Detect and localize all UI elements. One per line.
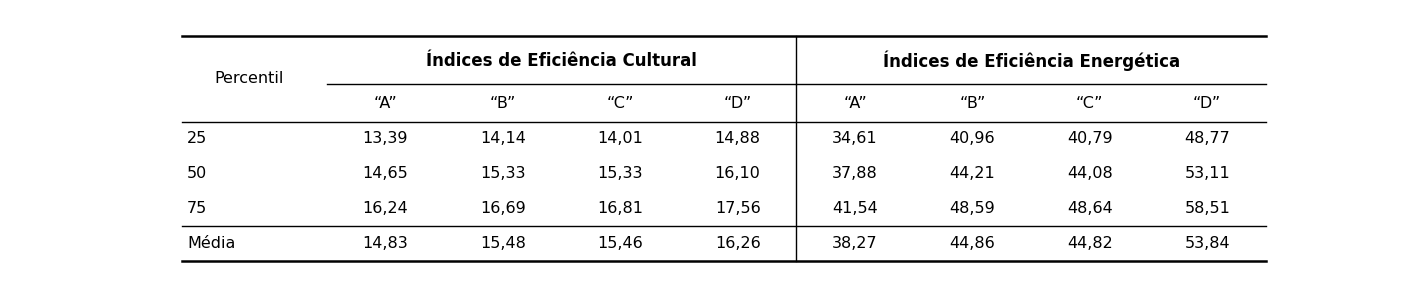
Text: 14,83: 14,83 bbox=[362, 236, 409, 251]
Text: Média: Média bbox=[187, 236, 235, 251]
Text: 75: 75 bbox=[187, 201, 207, 216]
Text: 14,14: 14,14 bbox=[480, 131, 526, 146]
Text: Percentil: Percentil bbox=[214, 71, 283, 86]
Text: 16,26: 16,26 bbox=[714, 236, 761, 251]
Text: 40,79: 40,79 bbox=[1067, 131, 1113, 146]
Text: 34,61: 34,61 bbox=[833, 131, 878, 146]
Text: “B”: “B” bbox=[960, 96, 986, 111]
Text: 15,48: 15,48 bbox=[480, 236, 526, 251]
Text: Índices de Eficiência Cultural: Índices de Eficiência Cultural bbox=[426, 52, 697, 70]
Text: 16,81: 16,81 bbox=[597, 201, 644, 216]
Text: 44,08: 44,08 bbox=[1067, 166, 1113, 181]
Text: 15,33: 15,33 bbox=[480, 166, 526, 181]
Text: 48,64: 48,64 bbox=[1067, 201, 1113, 216]
Text: 53,11: 53,11 bbox=[1185, 166, 1230, 181]
Text: 37,88: 37,88 bbox=[833, 166, 878, 181]
Text: 16,24: 16,24 bbox=[362, 201, 409, 216]
Text: “D”: “D” bbox=[723, 96, 752, 111]
Text: 14,88: 14,88 bbox=[714, 131, 761, 146]
Text: 17,56: 17,56 bbox=[714, 201, 761, 216]
Text: 44,21: 44,21 bbox=[950, 166, 995, 181]
Text: 13,39: 13,39 bbox=[362, 131, 409, 146]
Text: 15,33: 15,33 bbox=[597, 166, 643, 181]
Text: 58,51: 58,51 bbox=[1185, 201, 1230, 216]
Text: 53,84: 53,84 bbox=[1185, 236, 1230, 251]
Text: 14,01: 14,01 bbox=[597, 131, 643, 146]
Text: “A”: “A” bbox=[373, 96, 397, 111]
Text: “C”: “C” bbox=[1076, 96, 1103, 111]
Text: “C”: “C” bbox=[606, 96, 634, 111]
Text: 14,65: 14,65 bbox=[362, 166, 409, 181]
Text: 41,54: 41,54 bbox=[833, 201, 878, 216]
Text: 44,86: 44,86 bbox=[950, 236, 995, 251]
Text: 25: 25 bbox=[187, 131, 207, 146]
Text: 50: 50 bbox=[187, 166, 207, 181]
Text: 48,59: 48,59 bbox=[950, 201, 995, 216]
Text: “D”: “D” bbox=[1193, 96, 1222, 111]
Text: “A”: “A” bbox=[843, 96, 867, 111]
Text: 15,46: 15,46 bbox=[597, 236, 643, 251]
Text: 40,96: 40,96 bbox=[950, 131, 995, 146]
Text: 16,69: 16,69 bbox=[480, 201, 526, 216]
Text: Índices de Eficiência Energética: Índices de Eficiência Energética bbox=[882, 51, 1179, 71]
Text: 16,10: 16,10 bbox=[714, 166, 761, 181]
Text: 48,77: 48,77 bbox=[1185, 131, 1230, 146]
Text: 44,82: 44,82 bbox=[1067, 236, 1113, 251]
Text: “B”: “B” bbox=[490, 96, 516, 111]
Text: 38,27: 38,27 bbox=[833, 236, 878, 251]
